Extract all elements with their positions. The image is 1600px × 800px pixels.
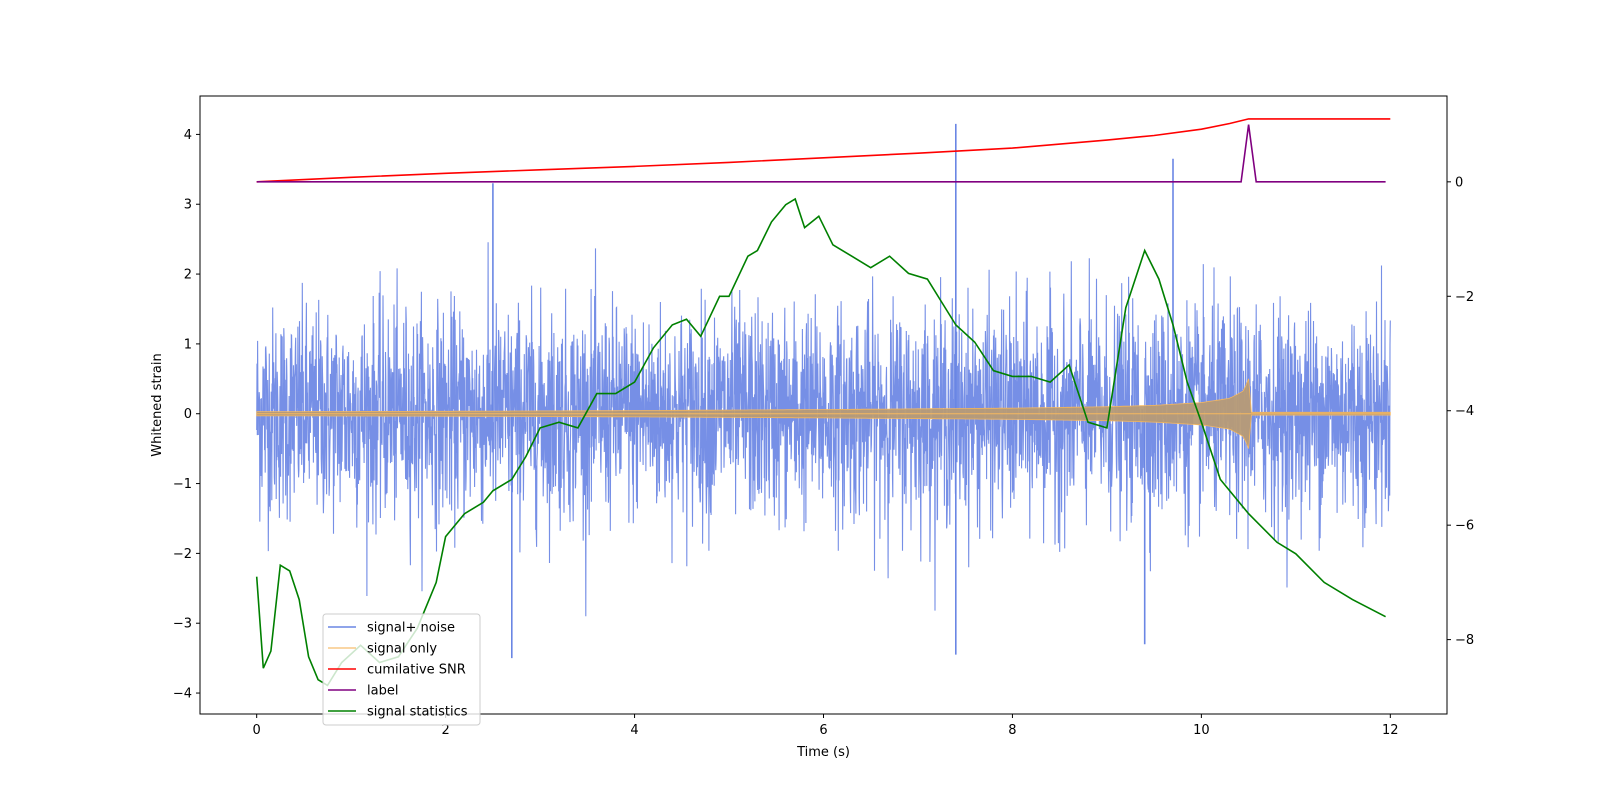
x-tick-label: 2 [441,723,449,738]
x-tick-label: 10 [1193,723,1210,738]
legend-label: signal+ noise [367,621,455,636]
y-tick-label: 0 [184,407,192,422]
legend-label: signal statistics [367,705,468,720]
y2-tick-label: −8 [1455,633,1474,648]
series-layer [255,118,1391,687]
series-signal-noise [256,242,1391,617]
x-tick-label: 8 [1008,723,1016,738]
y-tick-label: −2 [173,547,192,562]
y-tick-label: 2 [184,268,192,283]
x-tick-label: 4 [630,723,638,738]
series-label [256,124,1386,183]
x-tick-label: 0 [253,723,261,738]
y2-tick-label: −6 [1455,519,1474,534]
x-axis-label: Time (s) [796,745,850,760]
legend: signal+ noise signal only cumilative SNR la… [322,613,481,726]
y-tick-label: −1 [173,477,192,492]
y-tick-label: 3 [184,198,192,213]
legend-box [322,613,481,726]
y2-tick-label: −4 [1455,404,1474,419]
series-cumilative-snr [256,118,1391,183]
x-tick-label: 12 [1382,723,1399,738]
y-axis-label: Whitened strain [150,353,165,456]
legend-label: cumilative SNR [367,663,466,678]
y-tick-label: −3 [173,617,192,632]
y-tick-label: 4 [184,128,192,143]
y2-tick-label: 0 [1455,175,1463,190]
legend-label: label [367,684,398,699]
y-tick-label: 1 [184,337,192,352]
y2-tick-label: −2 [1455,290,1474,305]
x-tick-label: 6 [819,723,827,738]
legend-label: signal only [367,642,437,657]
y-tick-label: −4 [173,687,192,702]
